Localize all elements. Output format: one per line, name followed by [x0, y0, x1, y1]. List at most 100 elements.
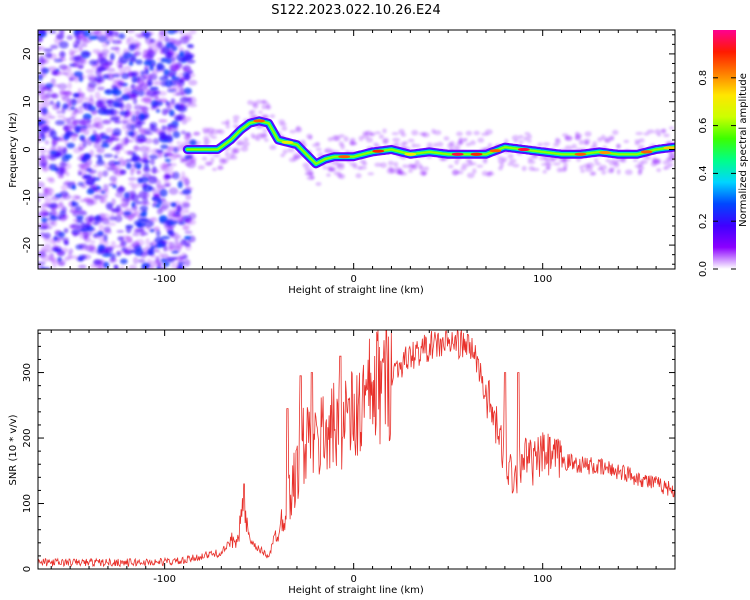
noise-blob [79, 108, 84, 114]
halo-blob [604, 138, 611, 143]
noise-blob [189, 30, 197, 35]
noise-blob [186, 69, 194, 74]
noise-blob [56, 110, 63, 114]
noise-blob [151, 148, 161, 155]
noise-blob [172, 131, 181, 139]
noise-blob [172, 92, 180, 97]
noise-blob [157, 31, 165, 39]
noise-blob [38, 74, 47, 78]
noise-blob [39, 30, 49, 33]
noise-blob [139, 228, 146, 237]
halo-blob [236, 139, 244, 146]
halo-blob [541, 162, 547, 166]
noise-blob [56, 203, 65, 210]
halo-blob [211, 167, 218, 172]
halo-blob [554, 139, 561, 145]
halo-blob [662, 160, 670, 165]
noise-blob [139, 145, 149, 153]
noise-blob [65, 130, 72, 139]
noise-blob [167, 88, 177, 93]
halo-blob [340, 143, 345, 150]
noise-blob [56, 114, 66, 119]
noise-blob [161, 134, 169, 141]
noise-blob [159, 76, 169, 81]
noise-blob [127, 163, 135, 168]
halo-blob [378, 134, 385, 140]
noise-blob [109, 116, 117, 122]
halo-blob [252, 103, 259, 109]
noise-blob [147, 175, 158, 184]
noise-blob [188, 79, 198, 86]
noise-blob [84, 158, 93, 167]
noise-blob [151, 48, 158, 55]
noise-blob [188, 96, 197, 105]
noise-blob [130, 132, 135, 139]
noise-blob [180, 206, 186, 215]
noise-blob [76, 30, 82, 34]
halo-blob [349, 139, 355, 146]
noise-blob [136, 177, 143, 182]
halo-blob [269, 114, 276, 118]
noise-blob [114, 215, 123, 223]
noise-blob [82, 51, 92, 56]
halo-blob [411, 143, 416, 149]
noise-blob [103, 153, 114, 158]
noise-blob [168, 41, 175, 46]
noise-blob [97, 265, 105, 269]
noise-blob [137, 84, 143, 92]
noise-blob [181, 119, 188, 125]
noise-blob [111, 132, 121, 136]
noise-blob [131, 242, 141, 248]
noise-blob [86, 188, 95, 195]
halo-blob [258, 110, 263, 114]
halo-blob [408, 169, 413, 173]
noise-blob [78, 264, 87, 269]
halo-blob [571, 143, 577, 149]
halo-blob [513, 139, 518, 143]
noise-blob [115, 147, 125, 151]
halo-blob [518, 139, 524, 145]
noise-blob [63, 193, 72, 200]
noise-blob [187, 103, 198, 108]
noise-blob [154, 249, 161, 253]
halo-blob [211, 128, 219, 135]
noise-blob [98, 224, 105, 231]
noise-blob [73, 49, 79, 54]
halo-blob [582, 163, 591, 169]
halo-blob [262, 128, 268, 133]
ridge-halo [184, 99, 675, 186]
halo-blob [362, 161, 368, 166]
noise-blob [50, 44, 59, 50]
halo-blob [589, 172, 596, 176]
noise-blob [43, 232, 51, 239]
noise-blob [167, 37, 176, 44]
noise-blob [43, 249, 53, 253]
halo-blob [232, 124, 238, 128]
noise-blob [160, 57, 168, 63]
x-tick-label: 100 [533, 274, 552, 285]
noise-blob [51, 195, 60, 202]
halo-blob [562, 166, 568, 171]
noise-blob [76, 127, 87, 133]
halo-blob [306, 170, 314, 176]
noise-blob [171, 209, 181, 217]
noise-blob [100, 197, 108, 204]
noise-blob [88, 59, 98, 66]
y-tick-label: 200 [22, 428, 33, 447]
noise-blob [80, 137, 86, 142]
noise-blob [115, 59, 123, 68]
noise-blob [166, 162, 172, 167]
noise-blob [94, 194, 102, 200]
halo-blob [419, 166, 425, 172]
halo-blob [390, 167, 396, 174]
halo-blob [465, 130, 473, 136]
noise-blob [39, 204, 46, 210]
noise-blob [182, 66, 188, 72]
halo-blob [247, 100, 254, 106]
halo-blob [646, 129, 655, 134]
halo-blob [456, 131, 463, 137]
halo-blob [393, 161, 399, 168]
noise-blob [133, 256, 139, 265]
ridge-peak [372, 149, 385, 153]
noise-blob [125, 197, 130, 206]
